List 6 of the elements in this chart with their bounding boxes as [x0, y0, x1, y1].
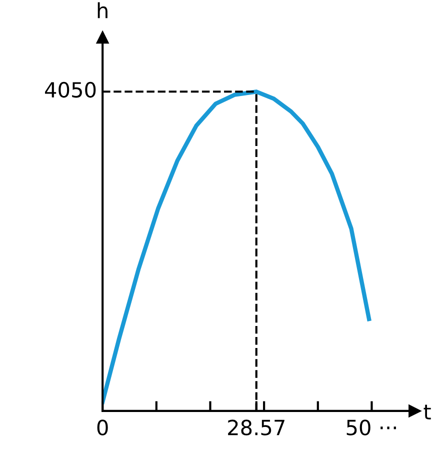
- x-tick-label: 0: [97, 420, 108, 436]
- x-tick-label: 28.57: [228, 420, 284, 436]
- y-axis-title: h: [98, 2, 108, 18]
- x-tick-label: 50 ···: [346, 420, 396, 436]
- x-axis-title: t: [424, 404, 431, 420]
- text: 4050: [45, 82, 96, 98]
